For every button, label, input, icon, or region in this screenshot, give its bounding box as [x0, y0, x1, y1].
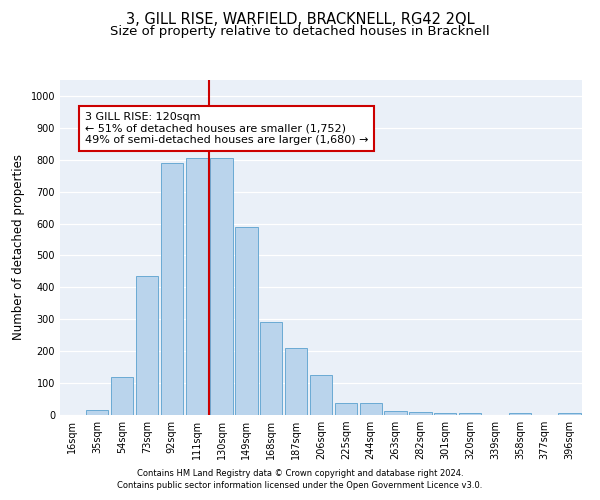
Y-axis label: Number of detached properties: Number of detached properties — [12, 154, 25, 340]
Bar — [86, 410, 109, 415]
Bar — [260, 322, 283, 415]
Bar — [235, 227, 257, 415]
Bar — [211, 158, 233, 415]
Text: 3, GILL RISE, WARFIELD, BRACKNELL, RG42 2QL: 3, GILL RISE, WARFIELD, BRACKNELL, RG42 … — [125, 12, 475, 28]
Bar — [359, 403, 382, 415]
Bar — [559, 414, 581, 415]
Bar — [185, 158, 208, 415]
Bar — [434, 414, 457, 415]
Bar — [285, 348, 307, 415]
Bar — [459, 414, 481, 415]
Text: 3 GILL RISE: 120sqm
← 51% of detached houses are smaller (1,752)
49% of semi-det: 3 GILL RISE: 120sqm ← 51% of detached ho… — [85, 112, 368, 145]
Bar — [136, 276, 158, 415]
Bar — [385, 411, 407, 415]
Bar — [161, 163, 183, 415]
Bar — [111, 376, 133, 415]
Bar — [310, 375, 332, 415]
Bar — [409, 412, 431, 415]
Bar — [509, 414, 531, 415]
Text: Size of property relative to detached houses in Bracknell: Size of property relative to detached ho… — [110, 25, 490, 38]
Text: Contains public sector information licensed under the Open Government Licence v3: Contains public sector information licen… — [118, 481, 482, 490]
Text: Contains HM Land Registry data © Crown copyright and database right 2024.: Contains HM Land Registry data © Crown c… — [137, 468, 463, 477]
Bar — [335, 403, 357, 415]
